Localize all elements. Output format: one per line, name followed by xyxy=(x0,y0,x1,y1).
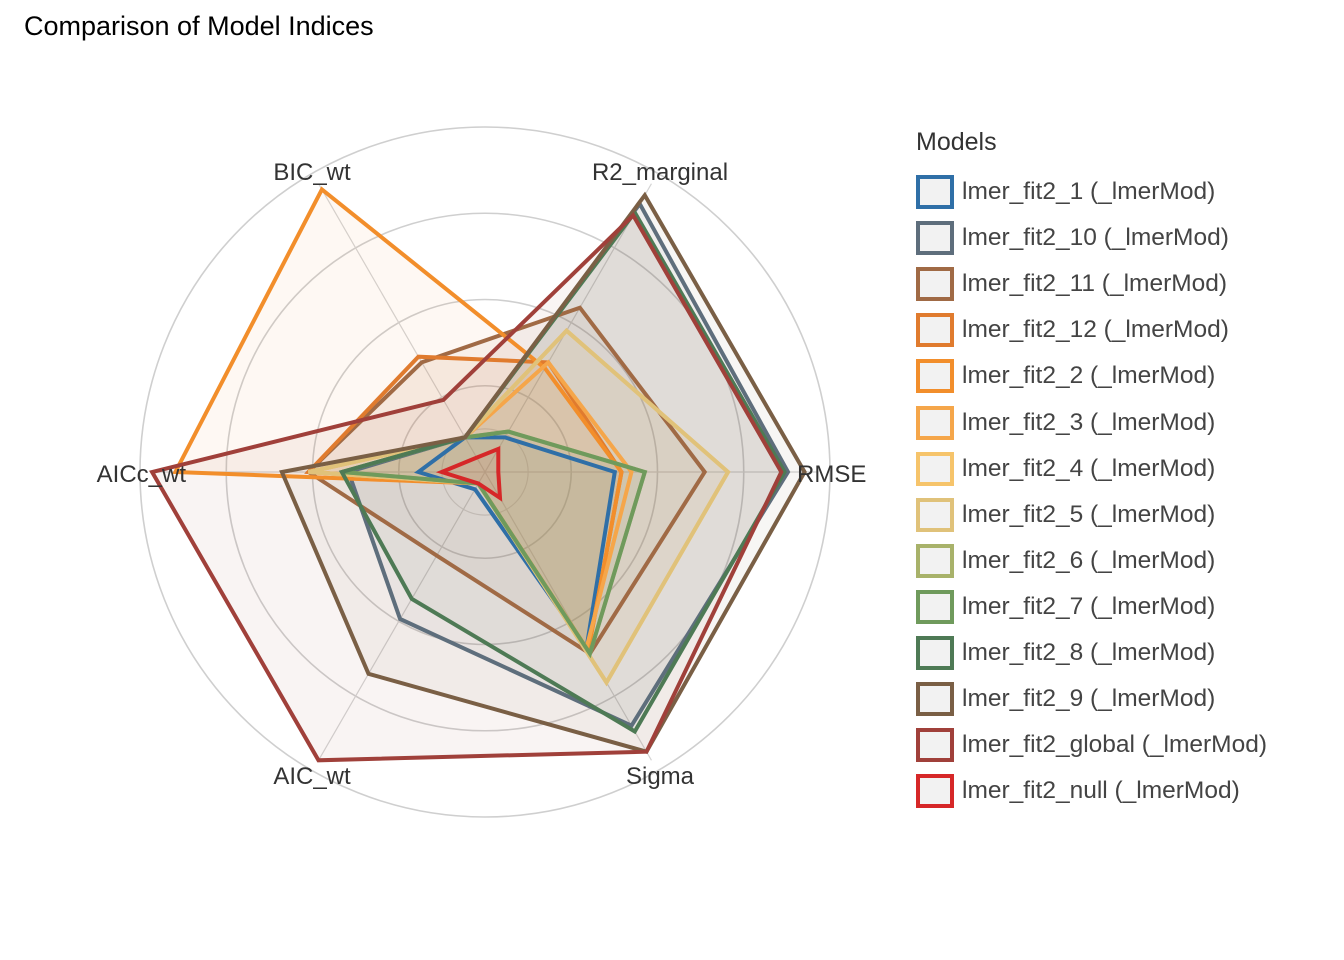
legend-swatch xyxy=(916,451,954,486)
legend-item: lmer_fit2_5 (_lmerMod) xyxy=(916,492,1267,538)
legend-label: lmer_fit2_null (_lmerMod) xyxy=(962,777,1240,805)
series-areas xyxy=(152,189,805,761)
legend-label: lmer_fit2_2 (_lmerMod) xyxy=(962,362,1216,390)
series-13-line xyxy=(149,212,784,763)
legend-swatch xyxy=(916,313,954,348)
axis-label-rmse: RMSE xyxy=(797,461,866,488)
legend-swatch xyxy=(916,635,954,670)
axis-labels: RMSE R2_marginal BIC_wt AICc_wt AIC_wt Sigma xyxy=(97,159,867,790)
series-14-line xyxy=(435,445,503,502)
legend-item: lmer_fit2_2 (_lmerMod) xyxy=(916,353,1267,399)
series-10-area xyxy=(341,431,645,654)
legend-swatch xyxy=(916,682,954,717)
series-14-area xyxy=(441,448,500,498)
legend-swatch xyxy=(916,774,954,809)
spoke-bic-wt xyxy=(318,183,486,473)
series-11-line xyxy=(338,208,787,735)
series-8-area xyxy=(308,330,728,683)
radar-chart: RMSE R2_marginal BIC_wt AICc_wt AIC_wt Sigma xyxy=(97,126,867,818)
legend-label: lmer_fit2_5 (_lmerMod) xyxy=(962,500,1216,528)
series-lines xyxy=(149,186,807,763)
legend-label: lmer_fit2_6 (_lmerMod) xyxy=(962,546,1216,574)
legend-label: lmer_fit2_global (_lmerMod) xyxy=(962,731,1268,759)
legend-item: lmer_fit2_6 (_lmerMod) xyxy=(916,538,1267,584)
legend-label: lmer_fit2_11 (_lmerMod) xyxy=(962,270,1228,298)
legend-swatch xyxy=(916,221,954,256)
legend-swatch xyxy=(916,497,954,532)
legend-label: lmer_fit2_4 (_lmerMod) xyxy=(962,454,1216,482)
legend-item: lmer_fit2_7 (_lmerMod) xyxy=(916,584,1267,630)
legend-label: lmer_fit2_10 (_lmerMod) xyxy=(962,224,1229,252)
legend-swatch xyxy=(916,728,954,763)
axis-label-sigma: Sigma xyxy=(626,763,695,790)
legend-label: lmer_fit2_8 (_lmerMod) xyxy=(962,638,1216,666)
legend-item: lmer_fit2_11 (_lmerMod) xyxy=(916,261,1267,307)
series-8-line xyxy=(308,327,731,687)
legend-item: lmer_fit2_3 (_lmerMod) xyxy=(916,399,1267,445)
legend-item: lmer_fit2_null (_lmerMod) xyxy=(916,768,1267,814)
legend-item: lmer_fit2_9 (_lmerMod) xyxy=(916,676,1267,722)
legend-item: lmer_fit2_12 (_lmerMod) xyxy=(916,307,1267,353)
legend-items: lmer_fit2_1 (_lmerMod) lmer_fit2_10 (_lme… xyxy=(916,169,1267,814)
axis-label-aic-wt: AIC_wt xyxy=(273,763,351,790)
legend-label: lmer_fit2_12 (_lmerMod) xyxy=(962,316,1229,344)
spoke-sigma xyxy=(484,471,652,761)
series-4-area xyxy=(308,356,622,651)
legend-swatch xyxy=(916,405,954,440)
legend-label: lmer_fit2_3 (_lmerMod) xyxy=(962,408,1216,436)
series-2-area xyxy=(348,203,788,726)
series-12-area xyxy=(281,195,805,752)
axis-label-bic-wt: BIC_wt xyxy=(273,159,351,186)
legend-item: lmer_fit2_global (_lmerMod) xyxy=(916,722,1267,768)
axis-label-aicc-wt: AICc_wt xyxy=(97,461,187,488)
spoke-aic-wt xyxy=(318,471,486,761)
chart-title: Comparison of Model Indices xyxy=(24,11,374,41)
series-7-area xyxy=(308,330,728,683)
legend-label: lmer_fit2_9 (_lmerMod) xyxy=(962,685,1216,713)
legend-item: lmer_fit2_10 (_lmerMod) xyxy=(916,215,1267,261)
legend-swatch xyxy=(916,543,954,578)
legend-swatch xyxy=(916,359,954,394)
legend-label: lmer_fit2_1 (_lmerMod) xyxy=(962,178,1216,206)
legend-item: lmer_fit2_8 (_lmerMod) xyxy=(916,630,1267,676)
legend-title: Models xyxy=(916,128,997,156)
grid-ring-4 xyxy=(139,126,831,818)
series-9-area xyxy=(341,431,645,654)
legend-swatch xyxy=(916,589,954,624)
axis-label-r2-marginal: R2_marginal xyxy=(592,159,728,186)
series-6-area xyxy=(308,362,632,648)
legend-item: lmer_fit2_1 (_lmerMod) xyxy=(916,169,1267,215)
legend-item: lmer_fit2_4 (_lmerMod) xyxy=(916,446,1267,492)
legend-swatch xyxy=(916,175,954,210)
series-5-area xyxy=(175,189,622,651)
spoke-r2-marginal xyxy=(484,183,652,473)
series-11-area xyxy=(341,212,785,732)
legend-swatch xyxy=(916,267,954,302)
legend-label: lmer_fit2_7 (_lmerMod) xyxy=(962,592,1216,620)
legend: Models lmer_fit2_1 (_lmerMod) lmer_fit2_1… xyxy=(916,128,1267,814)
